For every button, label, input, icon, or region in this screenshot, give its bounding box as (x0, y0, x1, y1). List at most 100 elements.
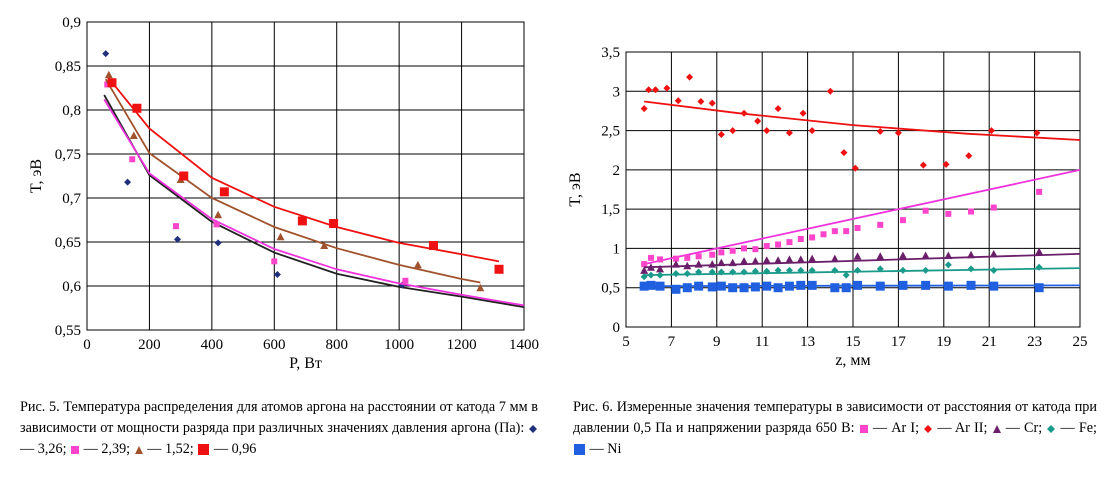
data-point (820, 231, 827, 238)
data-point (762, 256, 771, 264)
x-tick-label: 5 (622, 334, 630, 350)
data-point (876, 127, 884, 135)
data-point (877, 221, 884, 228)
legend-label: — 1,52; (147, 441, 194, 457)
figure-6-caption-text: Рис. 6. Измеренные значения температуры … (573, 399, 1097, 436)
x-tick-label: 21 (982, 334, 997, 350)
data-point (663, 84, 671, 92)
x-tick-label: 9 (713, 334, 721, 350)
data-point (763, 127, 771, 135)
data-point (494, 264, 504, 274)
trend-line (644, 267, 1081, 276)
data-point (728, 283, 738, 293)
figure-6-caption: Рис. 6. Измеренные значения температуры … (573, 397, 1097, 460)
data-point (796, 255, 805, 263)
data-point (708, 260, 717, 268)
data-point (413, 260, 422, 269)
x-tick-label: 1000 (384, 337, 414, 353)
data-point (807, 280, 817, 290)
data-point (853, 280, 863, 290)
x-axis-label: P, Вт (289, 355, 322, 372)
series-Ni (639, 280, 1081, 294)
series-Fe (640, 261, 1081, 281)
data-point (808, 266, 816, 274)
series-1-52 (104, 70, 485, 292)
x-tick-label: 7 (668, 334, 676, 350)
data-point (276, 232, 285, 241)
y-tick-label: 2 (613, 163, 621, 179)
data-point (683, 261, 692, 270)
data-point (919, 161, 927, 169)
data-point (214, 239, 222, 247)
data-point (944, 251, 953, 259)
data-point (967, 250, 976, 259)
data-point (672, 270, 680, 278)
data-point (104, 81, 111, 88)
trend-line (644, 284, 1081, 288)
x-axis-label: z, мм (835, 352, 870, 369)
data-point (990, 266, 998, 274)
trend-line (644, 100, 1081, 141)
figure-6-legend: — Ar I; — Ar II; — Cr; — Fe; — Ni (573, 420, 1097, 457)
trend-line (103, 94, 525, 308)
data-point (751, 257, 760, 265)
y-tick-label: 0,6 (62, 279, 81, 295)
data-point (808, 127, 816, 135)
data-point (740, 257, 749, 265)
figure-5-legend: — 3,26; — 2,39; — 1,52; — 0,96 (20, 420, 538, 457)
data-point (774, 256, 783, 264)
data-point (179, 171, 189, 181)
data-point (640, 273, 648, 281)
data-point (853, 252, 862, 260)
data-point (808, 254, 817, 263)
data-point (921, 251, 930, 259)
x-tick-label: 1200 (447, 337, 477, 353)
data-point (842, 271, 850, 279)
data-point (841, 283, 851, 293)
data-point (785, 266, 793, 274)
data-point (851, 164, 859, 172)
data-point (876, 265, 884, 273)
data-point (785, 255, 794, 263)
data-point (752, 246, 759, 253)
series-Cr (640, 247, 1081, 274)
data-point (219, 187, 229, 197)
data-point (989, 249, 998, 258)
data-point (750, 282, 760, 292)
legend-label: — 0,96 (213, 441, 257, 457)
data-point (965, 152, 973, 160)
legend-marker-triangle-icon (992, 424, 1001, 433)
data-point (402, 277, 409, 284)
data-point (921, 280, 931, 290)
data-point (796, 280, 806, 290)
x-tick-label: 23 (1027, 334, 1042, 350)
x-tick-label: 600 (263, 337, 286, 353)
data-point (129, 131, 138, 140)
data-point (729, 127, 737, 135)
data-point (709, 251, 716, 258)
data-point (773, 283, 783, 293)
y-tick-label: 0,9 (62, 15, 81, 31)
y-tick-label: 0,65 (55, 235, 81, 251)
series-Ar-II (640, 73, 1081, 172)
data-point (740, 109, 748, 117)
data-point (717, 131, 725, 138)
data-point (646, 280, 656, 290)
trend-line (644, 169, 1081, 265)
x-tick-label: 17 (891, 334, 907, 350)
data-point (968, 208, 975, 215)
y-tick-label: 1,5 (601, 202, 620, 218)
data-point (739, 283, 749, 293)
legend-label: 2,39; (101, 441, 131, 457)
data-point (876, 252, 885, 260)
data-point (639, 281, 649, 291)
legend-marker-triangle-icon (134, 445, 143, 454)
chart-temperature-vs-power: 0 200 400 600 800 1000 1200 1400 0,55 0,6 0,65 0,7 0… (28, 15, 539, 372)
data-point (174, 235, 182, 243)
legend-label: — Fe; (1060, 420, 1097, 436)
series-0-96 (107, 77, 504, 274)
data-point (922, 207, 929, 214)
data-point (682, 283, 692, 293)
data-point (683, 270, 691, 278)
legend-label: — Cr; (1005, 420, 1043, 436)
